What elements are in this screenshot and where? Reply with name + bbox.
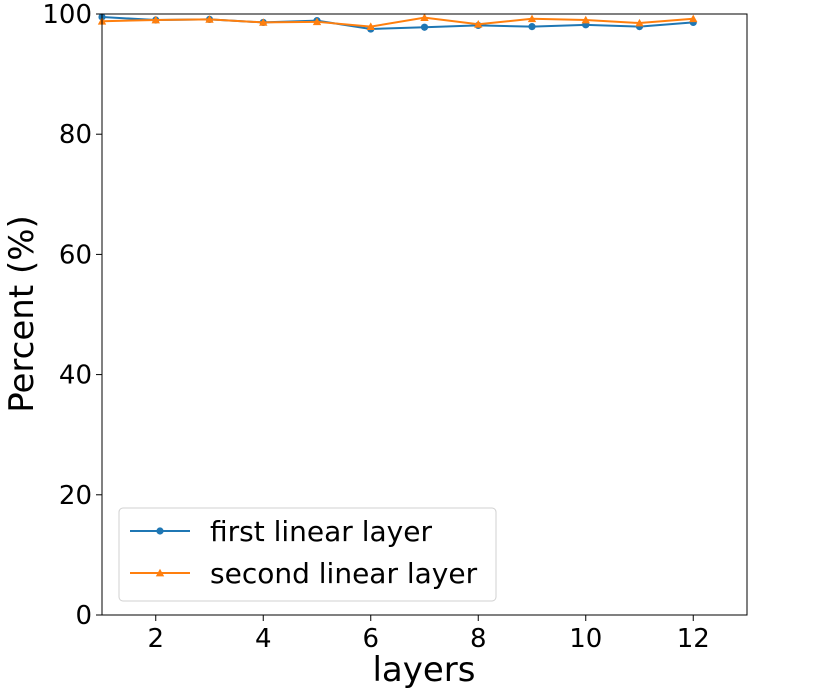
legend-swatch-marker xyxy=(156,527,164,535)
series-2-point xyxy=(420,13,429,21)
x-tick-label: 6 xyxy=(362,624,379,654)
series-2-point xyxy=(366,22,375,30)
x-tick-label: 8 xyxy=(470,624,487,654)
y-tick-label: 20 xyxy=(59,481,92,511)
series-1-point xyxy=(420,23,429,31)
y-tick-label: 0 xyxy=(75,601,92,631)
plot-frame xyxy=(101,13,748,616)
legend-label: second linear layer xyxy=(210,557,478,590)
series-2-point xyxy=(205,15,214,23)
series-2-point xyxy=(527,14,537,23)
series-2-point xyxy=(689,14,698,23)
series-2-point xyxy=(312,17,322,26)
x-axis-title: layers xyxy=(372,650,475,690)
series-2-point xyxy=(581,15,590,24)
legend-box xyxy=(118,507,497,602)
y-tick-label: 80 xyxy=(59,120,92,150)
x-tick-label: 10 xyxy=(569,624,602,654)
axes: 2 4 6 8 10 12 0 20 40 60 80 100 xyxy=(42,0,748,654)
plot-area xyxy=(97,13,698,33)
x-tick-label: 2 xyxy=(147,624,164,654)
x-tick-label: 4 xyxy=(255,624,272,654)
x-tick-label: 12 xyxy=(677,624,710,654)
series-2-point xyxy=(474,20,483,28)
legend-entry: second linear layer xyxy=(130,557,478,590)
legend-label: first linear layer xyxy=(210,515,432,548)
series-2-point xyxy=(259,18,268,26)
legend: first linear layer second linear layer xyxy=(118,507,497,602)
series-2-point xyxy=(635,18,644,27)
legend-entry: first linear layer xyxy=(130,515,432,548)
y-tick-label: 60 xyxy=(59,240,92,270)
series-2-line xyxy=(101,16,694,28)
y-axis-title: Percent (%) xyxy=(2,215,42,413)
y-tick-label: 40 xyxy=(59,361,92,391)
series-2-point xyxy=(151,15,160,24)
y-tick-label: 100 xyxy=(42,0,92,30)
legend-swatch-marker xyxy=(155,568,165,577)
series-1-point xyxy=(528,23,536,31)
